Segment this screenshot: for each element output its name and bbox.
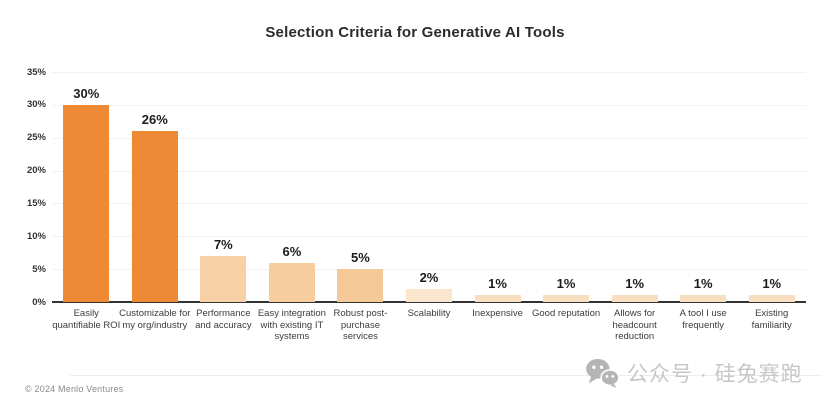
y-tick-label: 5%	[32, 263, 46, 275]
bar	[611, 295, 658, 302]
gridline	[52, 236, 806, 238]
y-tick-label: 15%	[26, 197, 46, 209]
category-label: A tool I use frequently	[679, 308, 727, 331]
bar	[268, 262, 315, 302]
y-tick-label: 30%	[26, 99, 46, 111]
y-tick-label: 10%	[26, 230, 46, 242]
bar-slot: 5%	[326, 72, 395, 302]
category-label: Performance and accuracy	[195, 308, 252, 331]
x-axis-line	[52, 301, 806, 303]
y-tick-label: 25%	[26, 132, 46, 144]
bar-value-label: 1%	[625, 276, 645, 292]
bar	[474, 295, 521, 302]
bar-value-label: 26%	[141, 112, 168, 128]
category-label: Allows for headcount reduction	[612, 308, 657, 342]
bar-slot: 2%	[395, 72, 464, 302]
bar-value-label: 7%	[213, 237, 233, 252]
bar	[543, 295, 590, 302]
gridline	[52, 269, 806, 271]
bar-slot: 26%	[121, 72, 190, 302]
bar	[200, 256, 247, 302]
bar	[337, 269, 384, 302]
bar-slot: 6%	[258, 72, 327, 302]
plot-area: 30% 26% 7% 6% 5% 2% 1% 1% 1% 1% 1%	[52, 72, 806, 303]
bar-value-label: 1%	[488, 276, 507, 292]
bar-value-label: 1%	[693, 276, 713, 292]
bar-value-label: 2%	[419, 269, 439, 285]
category-label: Easily quantifiable ROI	[52, 308, 121, 331]
x-axis-labels: Easily quantifiable ROI Customizable for …	[52, 308, 806, 352]
gridline	[52, 72, 806, 73]
gridline	[52, 170, 806, 172]
watermark-text: 公众号 · 硅兔赛跑	[627, 363, 803, 386]
bar-slot: 1%	[532, 72, 601, 302]
chart-title: Selection Criteria for Generative AI Too…	[265, 24, 565, 41]
bar-value-label: 6%	[282, 243, 302, 259]
bar	[680, 295, 727, 302]
copyright-text: © 2024 Menlo Ventures	[25, 384, 124, 394]
category-label: Inexpensive	[472, 308, 523, 319]
bar-slot: 1%	[737, 72, 806, 302]
watermark: 公众号 · 硅兔赛跑	[585, 358, 803, 388]
bar-slot: 30%	[52, 72, 121, 302]
bar	[405, 288, 452, 302]
category-label: Easy integration with existing IT system…	[257, 308, 326, 342]
y-tick-label: 20%	[26, 165, 46, 177]
bar-value-label: 1%	[556, 276, 576, 292]
gridline	[52, 137, 806, 139]
bar-slot: 7%	[189, 72, 258, 302]
bar	[131, 131, 178, 302]
wechat-icon	[586, 358, 619, 388]
y-tick-label: 35%	[26, 66, 46, 78]
category-label: Robust post-purchase services	[333, 308, 388, 342]
category-label: Existing familiarity	[751, 308, 792, 331]
y-tick-label: 0%	[32, 296, 46, 308]
footer-divider	[70, 375, 822, 376]
gridline	[52, 104, 806, 106]
category-label: Scalability	[407, 308, 451, 319]
bar-value-label: 5%	[351, 250, 370, 266]
bar	[748, 295, 795, 302]
bar-slot: 1%	[669, 72, 738, 302]
bar-value-label: 30%	[73, 85, 100, 101]
category-label: Customizable for my org/industry	[119, 308, 191, 331]
bar-slot: 1%	[600, 72, 669, 302]
gridline	[52, 203, 806, 205]
bar-value-label: 1%	[762, 276, 782, 292]
bar	[63, 104, 110, 302]
bar-slot: 1%	[463, 72, 532, 302]
category-label: Good reputation	[532, 308, 601, 319]
